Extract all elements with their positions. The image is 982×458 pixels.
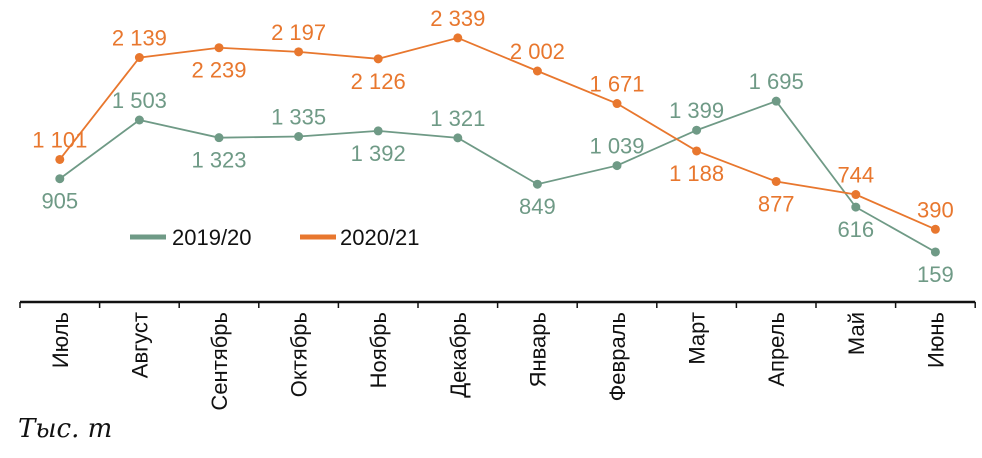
data-label: 1 392 — [351, 141, 406, 166]
data-label: 1 101 — [32, 127, 87, 152]
data-label: 877 — [758, 191, 795, 216]
data-label: 159 — [917, 262, 954, 287]
x-tick-label: Июнь — [923, 312, 948, 368]
data-label: 744 — [837, 163, 874, 188]
x-tick-label: Июль — [48, 312, 73, 368]
data-point — [692, 125, 702, 135]
data-label: 849 — [519, 194, 556, 219]
data-label: 2 197 — [271, 20, 326, 45]
x-tick-label: Март — [685, 312, 710, 365]
x-tick-label: Апрель — [764, 312, 789, 387]
data-point — [771, 96, 781, 106]
data-point — [294, 47, 304, 57]
series-line-2020/21 — [59, 36, 936, 231]
data-point — [55, 174, 65, 184]
x-tick-label: Декабрь — [446, 312, 471, 398]
data-point — [612, 161, 622, 171]
data-label: 1 695 — [749, 69, 804, 94]
data-label: 1 335 — [271, 105, 326, 130]
data-point — [134, 53, 144, 63]
data-point — [930, 247, 940, 257]
x-tick-label: Май — [844, 312, 869, 355]
data-point — [851, 190, 861, 200]
data-point — [930, 224, 940, 234]
x-tick-label: Сентябрь — [207, 312, 232, 411]
legend-label: 2019/20 — [172, 225, 252, 250]
legend-label: 2020/21 — [340, 225, 420, 250]
data-label: 1 323 — [191, 148, 246, 173]
data-label: 1 503 — [112, 88, 167, 113]
data-label: 2 002 — [510, 39, 565, 64]
data-point — [373, 54, 383, 64]
data-point — [214, 133, 224, 143]
x-tick-label: Ноябрь — [366, 312, 391, 388]
data-point — [134, 115, 144, 125]
data-point — [771, 176, 781, 186]
x-tick-label: Февраль — [605, 312, 630, 401]
data-point — [214, 43, 224, 53]
data-label: 616 — [837, 217, 874, 242]
data-label: 2 126 — [351, 69, 406, 94]
data-label: 905 — [41, 189, 78, 214]
data-point — [294, 132, 304, 142]
data-label: 2 339 — [430, 6, 485, 31]
data-point — [532, 66, 542, 76]
x-tick-label: Август — [127, 312, 152, 378]
data-label: 2 239 — [191, 58, 246, 83]
data-label: 390 — [917, 197, 954, 222]
y-unit-label: Тыс. т — [18, 414, 113, 444]
data-point — [692, 146, 702, 156]
data-point — [612, 99, 622, 109]
data-point — [851, 202, 861, 212]
data-label: 1 188 — [669, 161, 724, 186]
data-label: 1 399 — [669, 98, 724, 123]
data-point — [453, 33, 463, 43]
x-tick-label: Январь — [525, 312, 550, 387]
data-label: 1 321 — [430, 106, 485, 131]
data-point — [532, 179, 542, 189]
data-label: 1 671 — [589, 72, 644, 97]
data-point — [373, 126, 383, 136]
data-point — [453, 133, 463, 143]
data-label: 1 039 — [589, 134, 644, 159]
data-label: 2 139 — [112, 26, 167, 51]
series-line-2019/20 — [59, 100, 936, 253]
x-tick-label: Октябрь — [287, 312, 312, 397]
data-point — [55, 154, 65, 164]
